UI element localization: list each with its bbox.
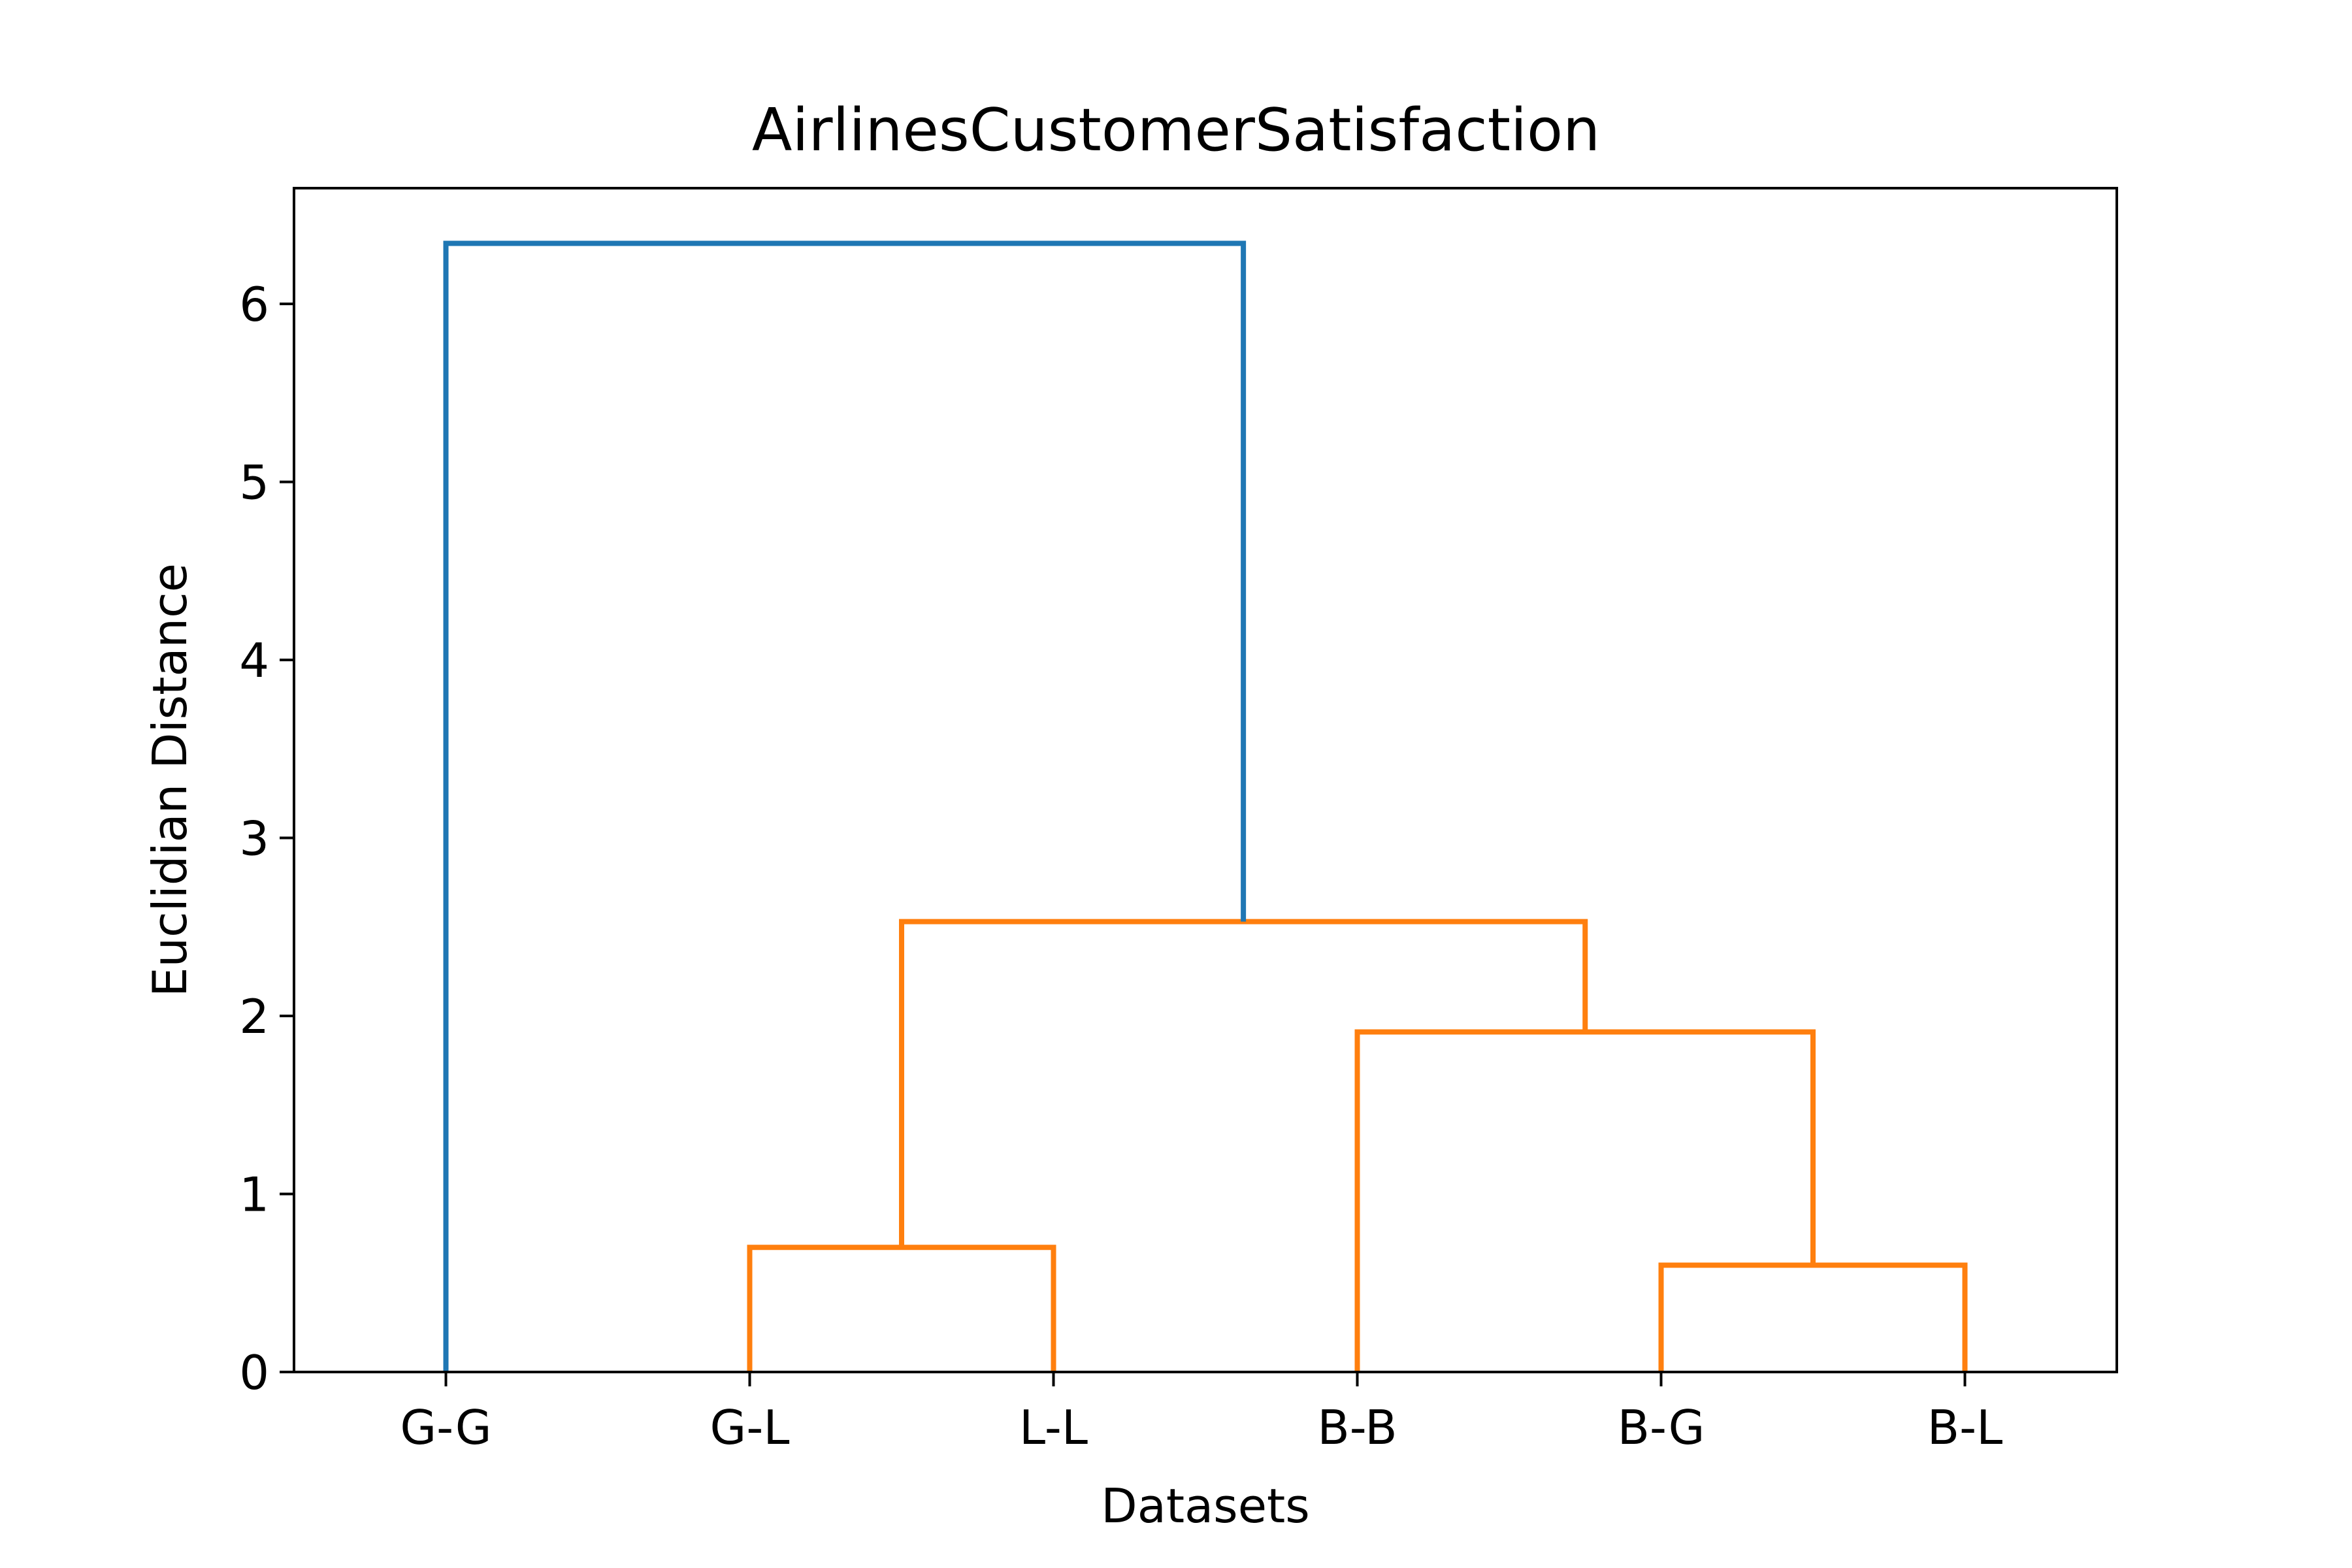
- dendrogram-link-3: [1354, 1029, 1816, 1372]
- y-tick-label: 5: [239, 455, 269, 510]
- x-tick-label: G-L: [710, 1400, 790, 1455]
- dendrogram-link-2: [1658, 1262, 1968, 1372]
- y-tick-label: 2: [239, 989, 269, 1044]
- dendrogram-link-5: [443, 240, 1247, 1372]
- x-tick-label: B-B: [1317, 1400, 1397, 1455]
- x-tick-label: B-G: [1618, 1400, 1705, 1455]
- x-tick-label: G-G: [400, 1400, 491, 1455]
- x-axis: G-G G-L L-L B-B B-G B-L: [400, 1372, 2002, 1455]
- chart-title: AirlinesCustomerSatisfaction: [752, 96, 1600, 165]
- y-tick-label: 1: [239, 1168, 269, 1222]
- y-tick-label: 6: [239, 277, 269, 332]
- y-tick-label: 3: [239, 811, 269, 866]
- x-tick-label: L-L: [1019, 1400, 1088, 1455]
- dendrogram-links: [443, 240, 1968, 1372]
- y-tick-label: 4: [239, 633, 269, 688]
- x-tick-label: B-L: [1927, 1400, 2003, 1455]
- y-axis: 0 1 2 3 4 5 6: [239, 277, 294, 1400]
- dendrogram-link-1: [747, 1245, 1056, 1372]
- y-axis-label: Euclidian Distance: [142, 563, 197, 997]
- plot-frame: [293, 187, 2118, 1373]
- x-axis-label: Datasets: [1101, 1478, 1309, 1533]
- dendrogram-link-4: [899, 919, 1588, 1248]
- y-tick-label: 0: [239, 1345, 269, 1400]
